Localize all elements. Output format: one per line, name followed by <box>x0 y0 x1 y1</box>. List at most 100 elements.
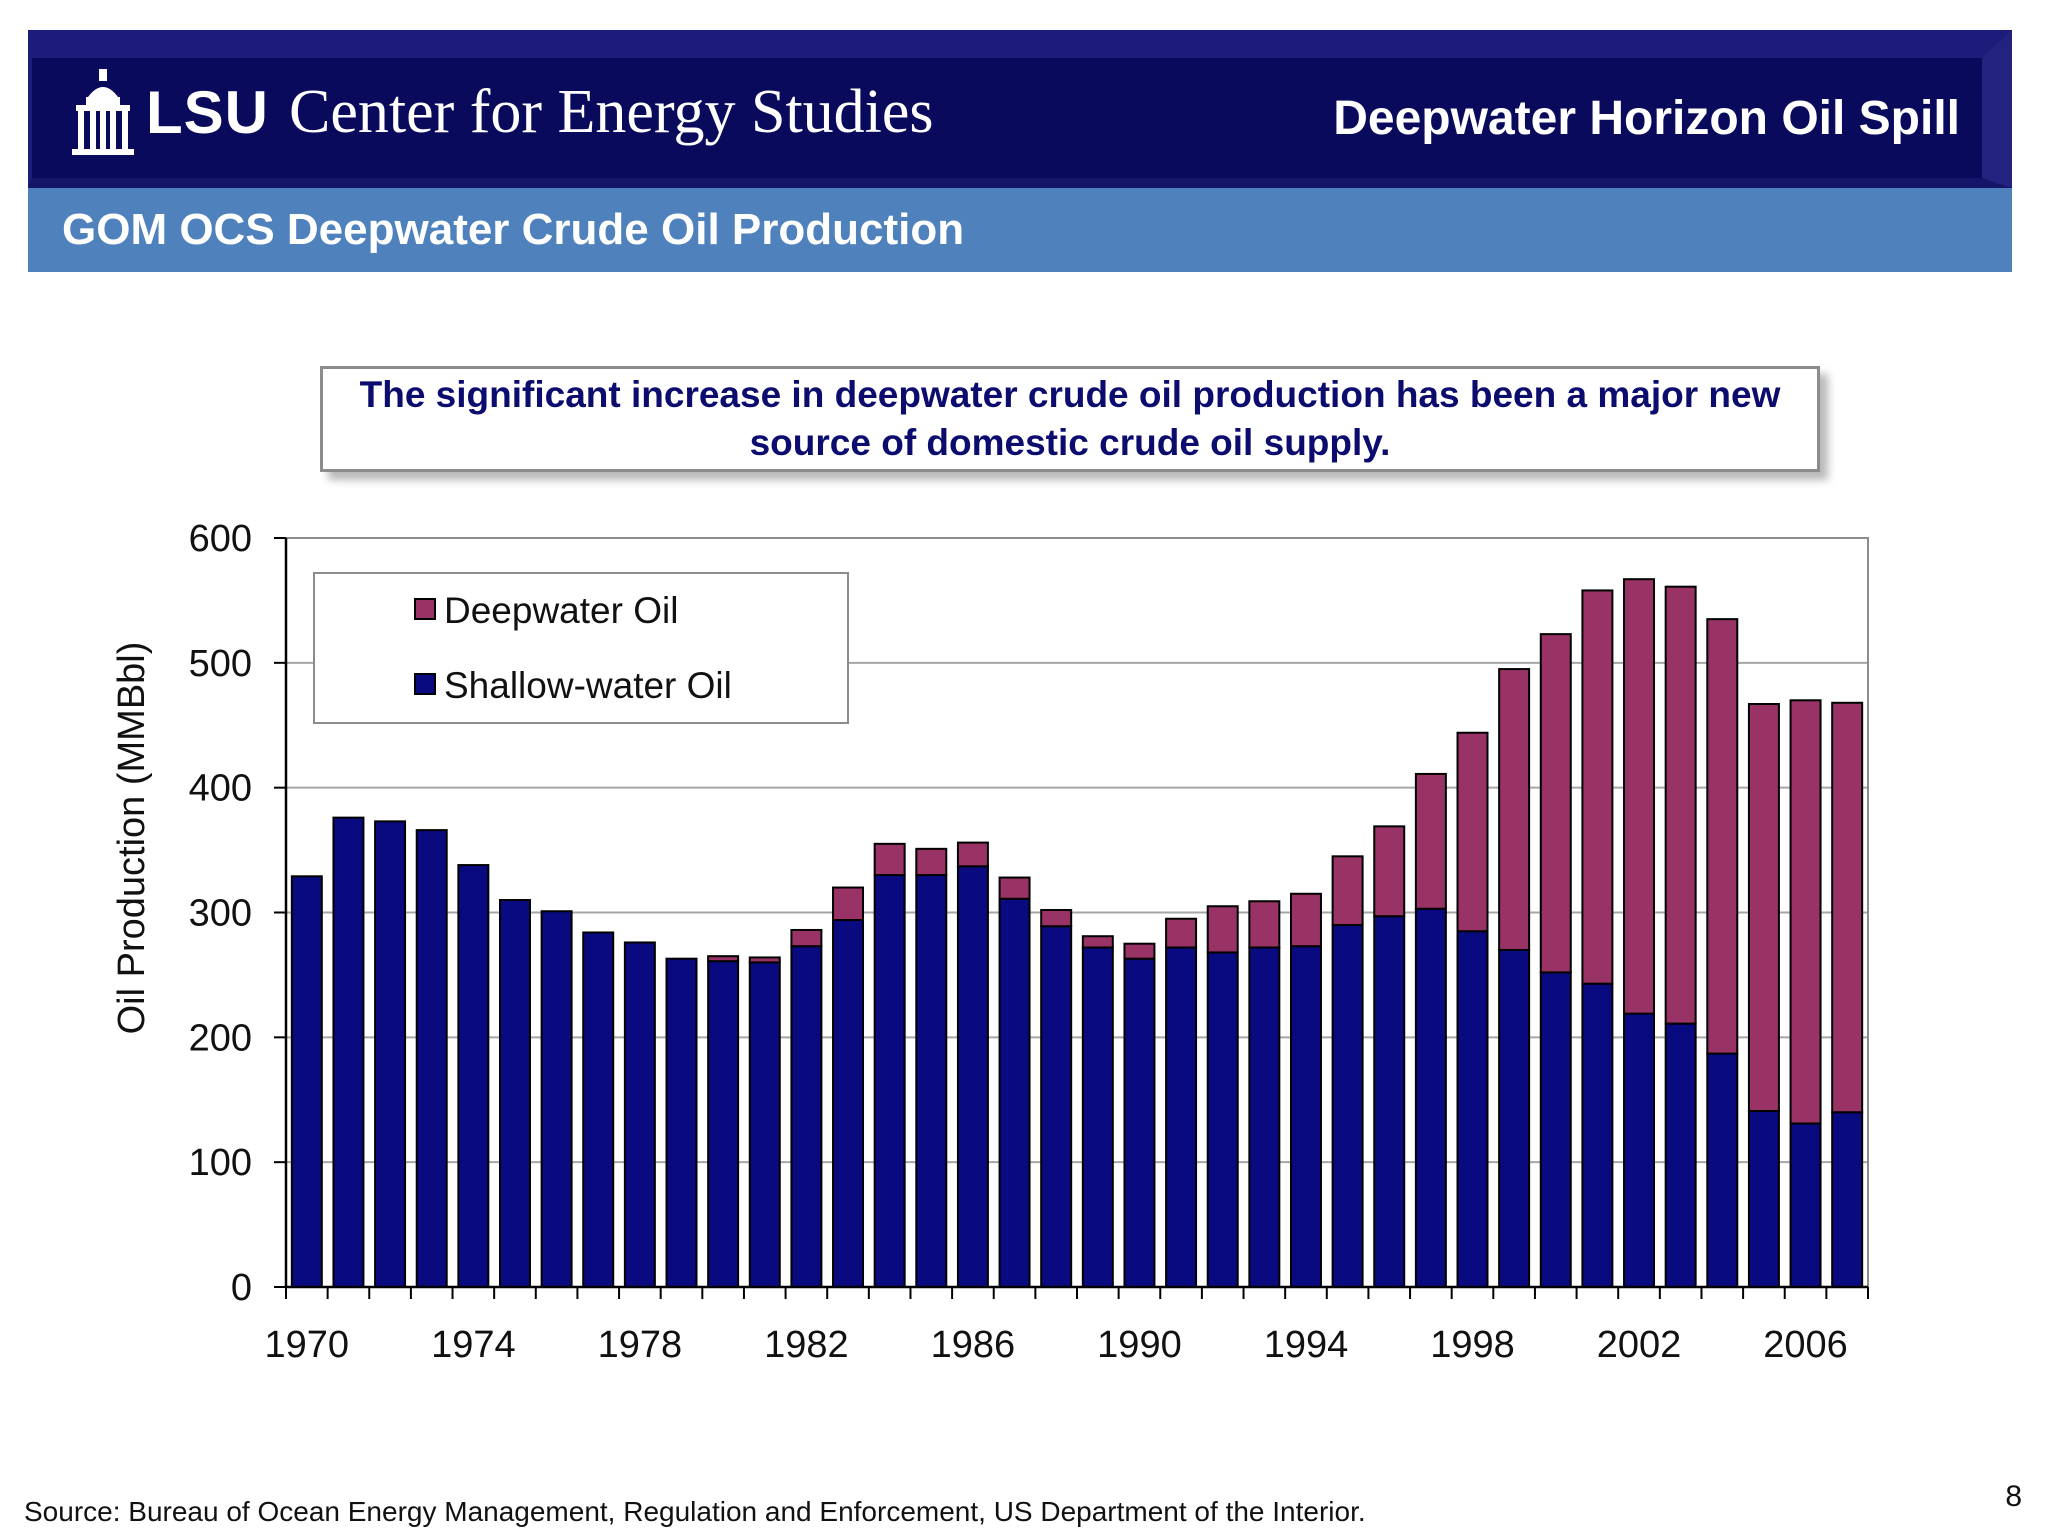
bar-deep-1994 <box>1289 892 1322 948</box>
bar-shallow-2002 <box>1623 1012 1656 1288</box>
bar-deep-1980 <box>707 955 740 963</box>
legend-swatch <box>414 673 436 695</box>
bar-deep-1991 <box>1165 917 1198 949</box>
bar-deep-2001 <box>1581 589 1614 985</box>
bar-shallow-1982 <box>790 945 823 1289</box>
lsu-tower-icon <box>72 69 134 155</box>
bar-shallow-2004 <box>1706 1052 1739 1288</box>
bar-shallow-1998 <box>1456 930 1489 1288</box>
y-tick-label: 400 <box>189 768 252 810</box>
bar-shallow-1997 <box>1414 907 1447 1288</box>
bar-deep-2004 <box>1706 618 1739 1055</box>
bar-deep-1987 <box>998 876 1031 900</box>
bar-shallow-1986 <box>956 865 989 1288</box>
x-tick-label: 1970 <box>265 1324 350 1366</box>
y-tick-label: 200 <box>189 1017 252 1059</box>
bar-deep-1983 <box>832 886 865 921</box>
bar-deep-2005 <box>1747 703 1780 1112</box>
legend-label: Shallow-water Oil <box>444 665 732 706</box>
bar-shallow-1999 <box>1498 948 1531 1288</box>
bar-shallow-1975 <box>498 899 531 1288</box>
x-tick-label: 1990 <box>1097 1324 1182 1366</box>
bar-shallow-2003 <box>1664 1022 1697 1289</box>
bar-shallow-1994 <box>1289 945 1322 1289</box>
lsu-logo: LSU Center for Energy Studies <box>68 62 934 162</box>
bar-shallow-1979 <box>665 957 698 1289</box>
bar-shallow-1995 <box>1331 923 1364 1288</box>
y-tick-label: 100 <box>189 1142 252 1184</box>
bar-deep-1986 <box>956 841 989 868</box>
bar-shallow-1989 <box>1081 946 1114 1288</box>
bar-shallow-1987 <box>998 897 1031 1288</box>
callout-text: The significant increase in deepwater cr… <box>359 374 1781 463</box>
y-tick-labels: 0 100 200 300 400 500 600 <box>189 518 252 1309</box>
bar-shallow-1980 <box>707 960 740 1288</box>
bar-shallow-2005 <box>1747 1109 1780 1288</box>
subheader-bar: GOM OCS Deepwater Crude Oil Production <box>28 188 2012 272</box>
bar-deep-1988 <box>1040 909 1073 928</box>
deck-title: Deepwater Horizon Oil Spill <box>1333 91 1960 145</box>
y-axis-title: Oil Production (MMBbl) <box>111 642 153 1035</box>
x-tick-label: 1994 <box>1264 1324 1349 1366</box>
y-tick-label: 300 <box>189 893 252 935</box>
bar-shallow-1973 <box>415 829 448 1288</box>
x-tick-label: 1978 <box>598 1324 683 1366</box>
y-tick-label: 0 <box>231 1267 252 1309</box>
x-tick-label: 2002 <box>1597 1324 1682 1366</box>
x-tick-label: 1974 <box>431 1324 516 1366</box>
x-tick-label: 1998 <box>1430 1324 1515 1366</box>
page-number: 8 <box>2005 1480 2022 1513</box>
bar-shallow-1992 <box>1206 951 1239 1288</box>
bar-shallow-2006 <box>1789 1122 1822 1289</box>
header-bar: LSU Center for Energy Studies Deepwater … <box>28 30 2012 188</box>
bar-deep-2003 <box>1664 585 1697 1025</box>
bar-deep-1998 <box>1456 731 1489 933</box>
logo-mark: LSU <box>146 78 269 146</box>
bar-shallow-1978 <box>623 941 656 1289</box>
legend: Deepwater Oil Shallow-water Oil <box>313 572 849 724</box>
bar-shallow-1970 <box>290 875 323 1288</box>
bar-deep-1985 <box>915 847 948 877</box>
bar-shallow-2007 <box>1831 1111 1864 1288</box>
bar-shallow-1985 <box>915 874 948 1288</box>
bar-deep-2006 <box>1789 699 1822 1125</box>
bar-shallow-1984 <box>873 874 906 1288</box>
bar-deep-1982 <box>790 928 823 948</box>
bar-deep-1981 <box>748 956 781 964</box>
production-chart: 0 100 200 300 400 500 600 1970 1974 1978 1982 1986… <box>111 518 1869 1366</box>
bar-shallow-1981 <box>748 961 781 1289</box>
bar-shallow-1990 <box>1123 957 1156 1289</box>
bar-shallow-1976 <box>540 910 573 1288</box>
legend-box <box>313 572 849 724</box>
bar-shallow-1993 <box>1248 946 1281 1288</box>
axes <box>274 537 1869 1299</box>
bar-shallow-1972 <box>374 820 407 1288</box>
bar-deep-1989 <box>1081 935 1114 949</box>
bar-shallow-1971 <box>332 816 365 1288</box>
y-tick-label: 600 <box>189 518 252 560</box>
legend-swatch <box>414 598 436 620</box>
bar-shallow-1983 <box>832 918 865 1288</box>
bar-shallow-1974 <box>457 864 490 1289</box>
bar-shallow-1991 <box>1165 946 1198 1288</box>
x-tick-label: 2006 <box>1763 1324 1848 1366</box>
x-tick-label: 1986 <box>931 1324 1016 1366</box>
callout-box: The significant increase in deepwater cr… <box>320 366 1820 472</box>
bar-shallow-1988 <box>1040 925 1073 1289</box>
bar-deep-1999 <box>1498 668 1531 951</box>
bar-deep-1984 <box>873 842 906 877</box>
bar-deep-2000 <box>1539 633 1572 974</box>
y-tick-label: 500 <box>189 643 252 685</box>
bar-deep-1996 <box>1373 825 1406 918</box>
legend-label: Deepwater Oil <box>444 590 678 631</box>
bar-deep-1997 <box>1414 772 1447 910</box>
x-tick-label: 1982 <box>764 1324 849 1366</box>
bar-shallow-2001 <box>1581 982 1614 1289</box>
bar-deep-1995 <box>1331 855 1364 926</box>
slide-title: GOM OCS Deepwater Crude Oil Production <box>62 205 965 254</box>
source-note: Source: Bureau of Ocean Energy Managemen… <box>24 1496 1366 1527</box>
x-tick-labels: 1970 1974 1978 1982 1986 1990 1994 1998 2002 2006 <box>265 1324 1848 1366</box>
bar-deep-1990 <box>1123 942 1156 960</box>
bar-deep-2002 <box>1623 578 1656 1015</box>
bar-deep-2007 <box>1831 701 1864 1114</box>
